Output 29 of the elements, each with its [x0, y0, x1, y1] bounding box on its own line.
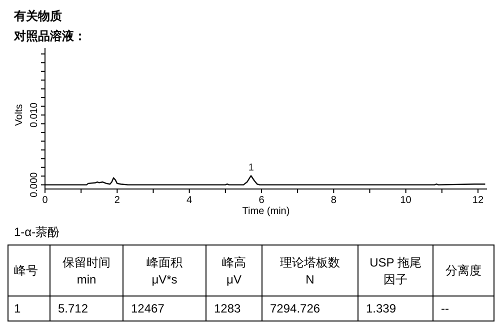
text: 1283 [214, 302, 242, 316]
text: 7294.726 [270, 302, 320, 316]
y-tick-label: 0.010 [29, 102, 40, 128]
text: 1.339 [366, 302, 396, 316]
annotation: 1 [248, 162, 254, 174]
x-tick-label: 6 [258, 195, 265, 206]
text: 保留时间 min [62, 256, 110, 286]
text: 理论塔板数 N [280, 256, 340, 286]
x-tick-label: 10 [400, 195, 412, 206]
text: -- [441, 302, 449, 316]
chart-title: 有关物质 [13, 9, 62, 23]
text: 峰面积 μV*s [146, 256, 182, 286]
y-axis-title: Volts [14, 104, 25, 126]
chart-subtitle: 对照品溶液： [13, 29, 86, 43]
x-tick-label: 8 [330, 195, 337, 206]
y-tick-label: 0.000 [29, 172, 40, 198]
x-tick-label: 12 [472, 195, 484, 206]
text: 峰号 [14, 264, 38, 278]
text: 12467 [131, 302, 165, 316]
text: 分离度 [446, 264, 482, 278]
text: 峰高 μV [222, 256, 246, 286]
text: 1 [14, 302, 21, 316]
text: 5.712 [58, 302, 88, 316]
x-axis-title: Time (min) [242, 206, 290, 217]
x-tick-label: 4 [186, 195, 193, 206]
text: 1-α-萘酚 [14, 225, 60, 239]
x-tick-label: 2 [114, 195, 120, 206]
x-tick-label: 0 [42, 195, 48, 206]
text: USP 拖尾因子 [370, 256, 422, 286]
